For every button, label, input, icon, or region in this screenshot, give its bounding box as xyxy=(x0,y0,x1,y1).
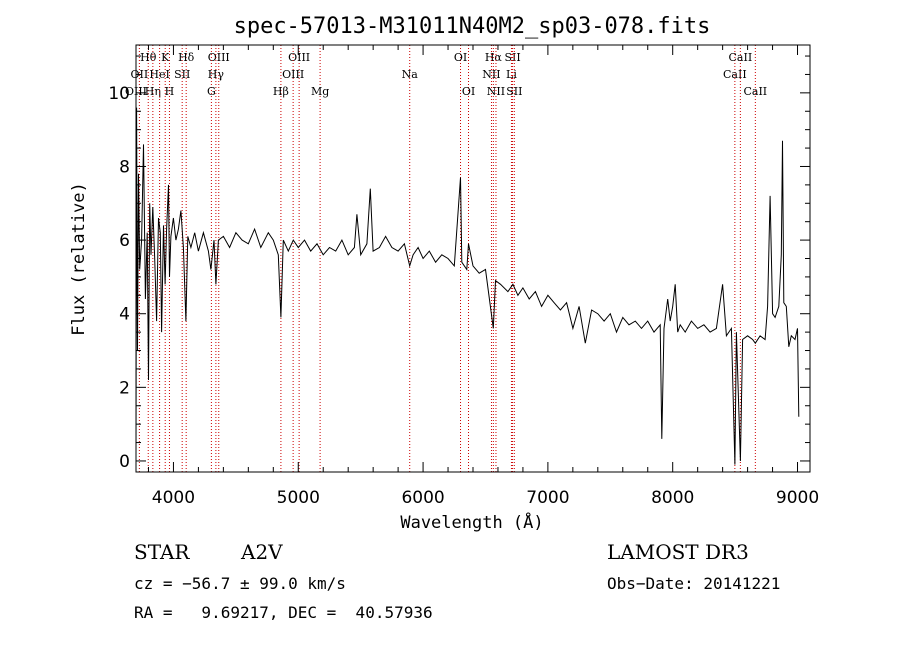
line-label-27: CaII xyxy=(743,85,767,98)
x-tick-label-4: 8000 xyxy=(651,488,694,508)
y-tick-label-3: 6 xyxy=(119,231,130,251)
redshift-velocity: cz = −56.7 ± 99.0 km/s xyxy=(134,574,346,593)
line-label-3: Hη xyxy=(145,85,161,98)
y-tick-label-5: 10 xyxy=(108,84,130,104)
y-tick-label-2: 4 xyxy=(119,305,130,325)
survey-name: LAMOST DR3 xyxy=(607,540,749,564)
line-label-24: SII xyxy=(506,85,522,98)
line-label-2: Hθ xyxy=(140,51,157,64)
spectrum-line xyxy=(135,107,800,465)
line-label-15: Mg xyxy=(311,85,329,98)
x-tick-label-5: 9000 xyxy=(776,488,819,508)
object-subclass: A2V xyxy=(241,540,283,564)
plot-frame xyxy=(135,44,811,473)
x-tick-label-0: 4000 xyxy=(152,488,195,508)
line-label-5: K xyxy=(161,51,170,64)
x-tick-label-2: 6000 xyxy=(401,488,444,508)
line-label-4: HeI xyxy=(149,68,169,81)
line-label-25: CaII xyxy=(723,68,747,81)
line-label-7: SII xyxy=(174,68,190,81)
line-label-19: Hα xyxy=(485,51,503,64)
observation-date: Obs−Date: 20141221 xyxy=(607,574,781,593)
line-label-22: SII xyxy=(504,51,520,64)
x-tick-label-1: 5000 xyxy=(277,488,320,508)
line-label-11: G xyxy=(207,85,216,98)
y-tick-label-4: 8 xyxy=(119,157,130,177)
chart-title: spec-57013-M31011N40M2_sp03-078.fits xyxy=(234,14,711,39)
line-label-21: NII xyxy=(487,85,505,98)
y-tick-label-0: 0 xyxy=(119,452,130,472)
coordinates: RA = 9.69217, DEC = 40.57936 xyxy=(134,603,433,622)
axis-ticks: 4000 5000 6000 7000 8000 9000 0 2 4 6 8 10 xyxy=(108,45,819,508)
line-label-20: NII xyxy=(482,68,500,81)
line-label-14: OIII xyxy=(282,68,304,81)
y-axis-label: Flux (relative) xyxy=(69,182,89,336)
x-axis-label: Wavelength (Å) xyxy=(400,511,543,533)
line-label-6: H xyxy=(165,85,175,98)
x-tick-label-3: 7000 xyxy=(526,488,569,508)
line-label-23: Li xyxy=(506,68,517,81)
line-label-16: Na xyxy=(402,68,419,81)
y-tick-label-1: 2 xyxy=(119,378,130,398)
line-label-26: CaII xyxy=(729,51,753,64)
line-label-13: OIII xyxy=(288,51,310,64)
line-label-17: OI xyxy=(454,51,467,64)
object-class: STAR xyxy=(134,540,190,564)
line-label-18: OI xyxy=(462,85,475,98)
line-label-10: Hγ xyxy=(208,68,225,81)
line-label-12: Hβ xyxy=(273,85,289,98)
line-label-9: OIII xyxy=(208,51,230,64)
line-label-8: Hδ xyxy=(178,51,195,64)
